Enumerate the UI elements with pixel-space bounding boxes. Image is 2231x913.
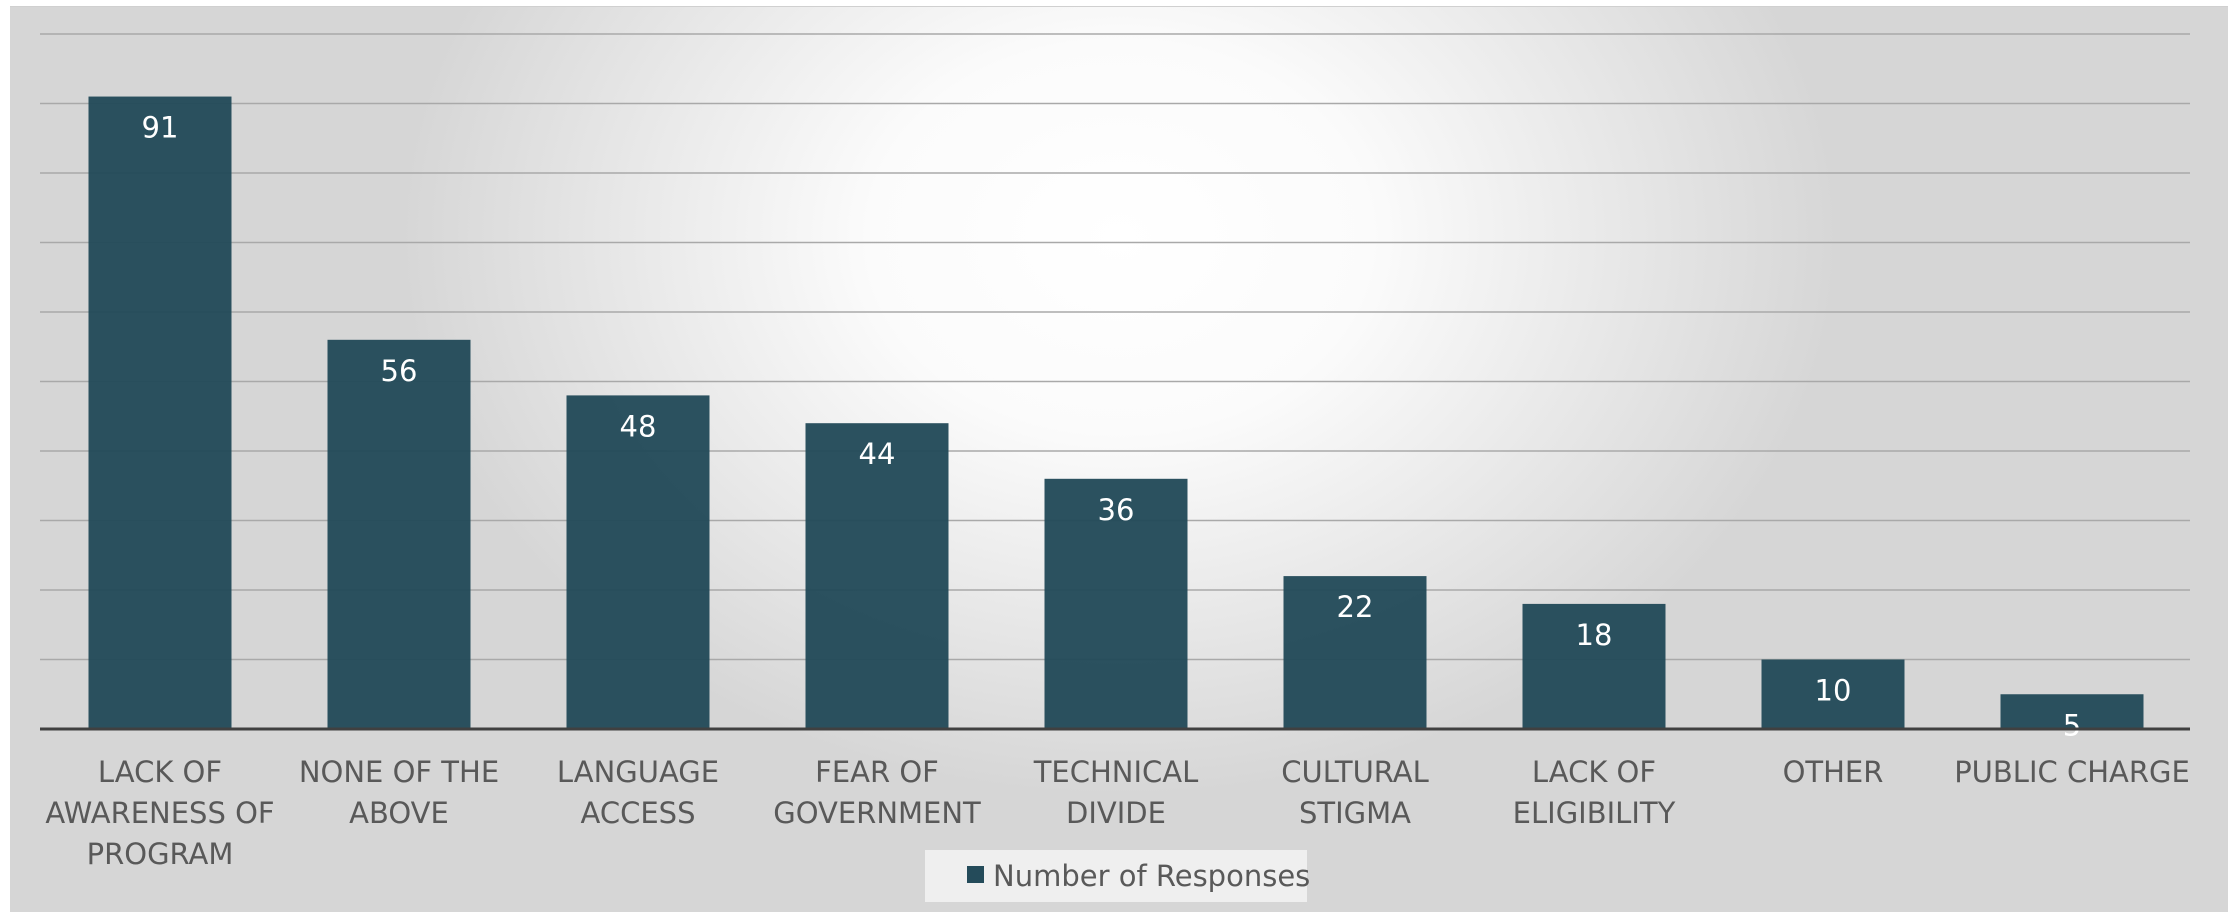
- bar: [805, 423, 949, 729]
- category-label: FEAR OF GOVERNMENT: [773, 755, 981, 830]
- bar: [1522, 603, 1666, 729]
- category-label: LACK OF ELIGIBILITY: [1513, 755, 1676, 830]
- category-label: LACK OF AWARENESS OF PROGRAM: [45, 755, 274, 871]
- category-label-line: STIGMA: [1299, 796, 1411, 830]
- bars: 91 56 48 44 36 22 18 10 5: [88, 96, 2144, 742]
- category-label: LANGUAGE ACCESS: [557, 755, 719, 830]
- category-label-line: ACCESS: [581, 796, 696, 830]
- bar: [88, 96, 232, 730]
- category-label-line: NONE OF THE: [299, 755, 499, 789]
- category-label: TECHNICAL DIVIDE: [1033, 755, 1199, 830]
- legend: Number of Responses: [925, 850, 1310, 902]
- data-label: 48: [620, 409, 657, 443]
- category-label-line: GOVERNMENT: [773, 796, 981, 830]
- data-label: 10: [1815, 674, 1852, 708]
- category-label-line: PUBLIC CHARGE: [1954, 755, 2190, 789]
- legend-background: [925, 850, 1307, 902]
- category-label-line: ELIGIBILITY: [1513, 796, 1676, 830]
- category-label-line: OTHER: [1783, 755, 1884, 789]
- category-label-line: LACK OF: [1532, 755, 1656, 789]
- legend-swatch: [967, 866, 984, 883]
- data-label: 56: [381, 354, 418, 388]
- category-label-line: PROGRAM: [87, 837, 234, 871]
- data-label: 18: [1576, 618, 1613, 652]
- category-label-line: LANGUAGE: [557, 755, 719, 789]
- category-label-line: ABOVE: [349, 796, 449, 830]
- category-label: CULTURAL STIGMA: [1281, 755, 1429, 830]
- data-label: 5: [2063, 708, 2081, 742]
- bar: [1044, 478, 1188, 729]
- bar: [327, 339, 471, 729]
- category-label: OTHER: [1783, 755, 1884, 789]
- bar: [1283, 576, 1427, 729]
- category-labels: LACK OF AWARENESS OF PROGRAM NONE OF THE ABO…: [45, 755, 2189, 871]
- category-label-line: DIVIDE: [1066, 796, 1166, 830]
- category-label-line: FEAR OF: [815, 755, 939, 789]
- category-label-line: AWARENESS OF: [45, 796, 274, 830]
- category-label-line: LACK OF: [98, 755, 222, 789]
- category-label-line: TECHNICAL: [1033, 755, 1199, 789]
- data-label: 36: [1098, 493, 1135, 527]
- data-label: 44: [859, 437, 896, 471]
- data-label: 22: [1337, 590, 1374, 624]
- legend-label: Number of Responses: [993, 859, 1310, 893]
- bar: [1761, 659, 1905, 729]
- bar: [2000, 694, 2144, 729]
- category-label-line: CULTURAL: [1281, 755, 1429, 789]
- bar: [566, 395, 710, 729]
- category-label: PUBLIC CHARGE: [1954, 755, 2190, 789]
- data-label: 91: [142, 111, 179, 145]
- category-label: NONE OF THE ABOVE: [299, 755, 499, 830]
